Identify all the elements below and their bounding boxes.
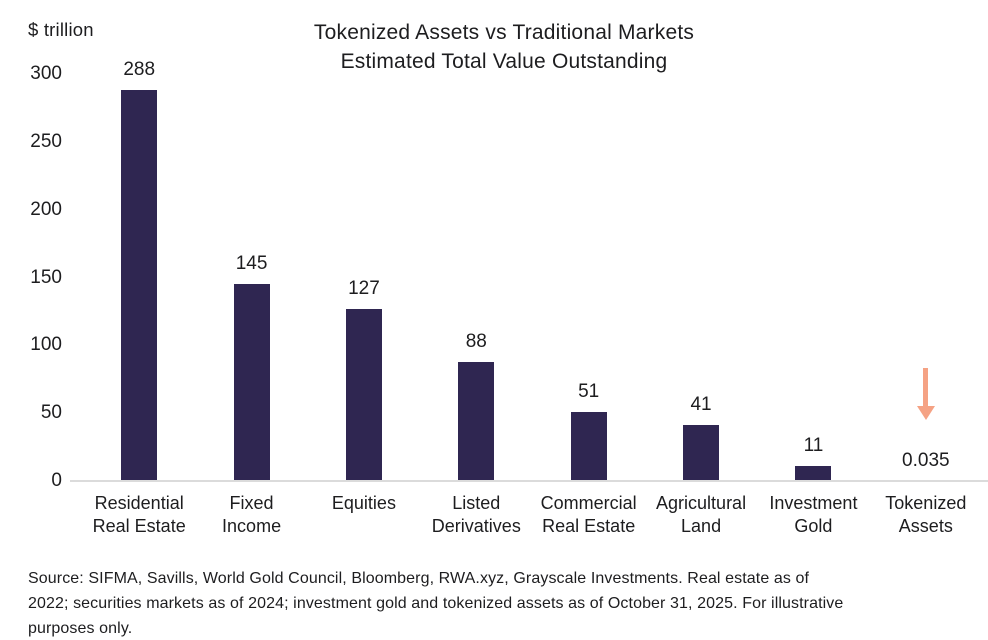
bar (233, 284, 270, 481)
x-axis-category-label: Agricultural Land (656, 493, 747, 536)
bar-value-label: 41 (690, 394, 712, 415)
bar-column: 51 (533, 380, 645, 481)
x-axis-category-label: Tokenized Assets (885, 493, 967, 536)
y-axis-tick-label: 50 (40, 402, 62, 424)
plot-area: 288 145 127 88 51 41 11 0.035 (83, 0, 982, 481)
x-axis-category-label: Fixed Income (222, 493, 282, 536)
bar-value-label: 88 (465, 331, 487, 352)
bar-column: 11 (757, 434, 869, 481)
bar-column: 88 (420, 330, 532, 481)
x-axis-category-label: Listed Derivatives (431, 493, 521, 536)
bar-column: 41 (645, 393, 757, 481)
x-axis-category-label: Equities (331, 493, 396, 513)
bar-value-label: 0.035 (902, 450, 950, 471)
bar-value-label: 127 (348, 278, 380, 299)
bar-value-label: 11 (803, 435, 824, 456)
y-axis: 300 250 200 150 100 50 0 (0, 0, 62, 491)
y-axis-tick-label: 250 (30, 130, 62, 152)
bar (795, 466, 832, 481)
x-axis-labels: Residential Real Estate Fixed Income Equit… (83, 492, 982, 538)
bar-column: 288 (83, 58, 195, 481)
bar-column: 127 (308, 277, 420, 481)
down-arrow-shaft (923, 368, 929, 406)
bar-value-label: 288 (123, 59, 156, 80)
bar-column: 145 (195, 252, 307, 481)
chart-title: Tokenized Assets vs Traditional Markets (313, 21, 695, 44)
bar (121, 90, 158, 481)
bar-column: 0.035 (870, 368, 982, 481)
bar-value-label: 145 (235, 253, 268, 274)
y-axis-tick-label: 100 (30, 334, 62, 356)
y-axis-tick-label: 0 (51, 470, 62, 491)
chart-subtitle: Estimated Total Value Outstanding (340, 50, 668, 73)
x-axis-category-label: Investment Gold (769, 493, 858, 536)
x-axis-line (70, 480, 988, 482)
bar (683, 425, 720, 481)
source-note: Source: SIFMA, Savills, World Gold Counc… (28, 570, 844, 637)
bar (570, 412, 607, 481)
x-axis-category-label: Commercial Real Estate (540, 493, 637, 536)
bar (458, 362, 495, 481)
y-axis-unit-label: $ trillion (28, 19, 94, 40)
y-axis-tick-label: 300 (30, 63, 62, 84)
bar (345, 309, 382, 481)
x-axis-category-label: Residential Real Estate (92, 493, 186, 536)
down-arrow-head (916, 406, 935, 420)
y-axis-tick-label: 150 (30, 266, 62, 288)
chart-title-block: Tokenized Assets vs Traditional Markets … (20, 18, 988, 76)
bar-value-label: 51 (578, 381, 600, 402)
y-axis-tick-label: 200 (30, 198, 62, 220)
down-arrow-icon (916, 368, 935, 420)
